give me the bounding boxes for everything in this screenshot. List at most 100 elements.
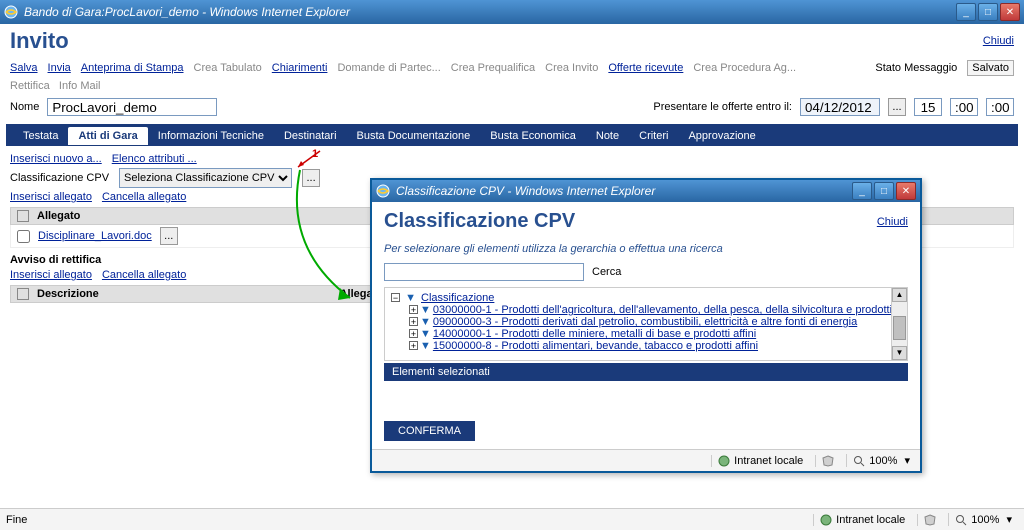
sec-input[interactable]	[986, 98, 1014, 116]
inserisci-allegato-link-2[interactable]: Inserisci allegato	[10, 269, 92, 281]
anteprima-link[interactable]: Anteprima di Stampa	[81, 62, 184, 74]
tree-item-link[interactable]: 03000000-1 - Prodotti dell'agricoltura, …	[433, 304, 908, 316]
class-cpv-select[interactable]: Seleziona Classificazione CPV	[119, 168, 292, 188]
crea-tabulato: Crea Tabulato	[194, 62, 262, 74]
globe-icon	[820, 514, 832, 526]
search-input[interactable]	[384, 263, 584, 281]
file-link[interactable]: Disciplinare_Lavori.doc	[38, 230, 152, 242]
tab-busta-economica[interactable]: Busta Economica	[480, 127, 586, 145]
salva-link[interactable]: Salva	[10, 62, 38, 74]
inserisci-allegato-link[interactable]: Inserisci allegato	[10, 191, 92, 203]
crea-prequalifica: Crea Prequalifica	[451, 62, 535, 74]
chiudi-link[interactable]: Chiudi	[983, 35, 1014, 47]
popup-close-button[interactable]: ✕	[896, 182, 916, 200]
tab-testata[interactable]: Testata	[13, 127, 68, 145]
intranet-zone: Intranet locale	[813, 514, 911, 526]
chevron-down-icon: ▼	[420, 340, 431, 352]
hour-input[interactable]	[914, 98, 942, 116]
expand-icon[interactable]: +	[409, 329, 418, 338]
chevron-down-icon: ▼	[405, 292, 416, 304]
list-icon	[17, 288, 29, 300]
descrizione-label: Descrizione	[37, 288, 332, 300]
scrollbar[interactable]: ▲ ▼	[891, 288, 907, 360]
close-button[interactable]: ✕	[1000, 3, 1020, 21]
selezionati-bar: Elementi selezionati	[384, 363, 908, 381]
protect-zone	[917, 514, 942, 526]
cancella-allegato-link[interactable]: Cancella allegato	[102, 191, 186, 203]
scroll-down-button[interactable]: ▼	[892, 346, 907, 360]
tree-box: − ▼ Classificazione +▼03000000-1 - Prodo…	[384, 287, 908, 361]
nome-label: Nome	[10, 101, 39, 113]
ie-icon	[4, 5, 18, 19]
tree-item: +▼03000000-1 - Prodotti dell'agricoltura…	[387, 304, 905, 316]
scroll-thumb[interactable]	[893, 316, 906, 340]
class-cpv-browse-button[interactable]: ...	[302, 169, 320, 187]
popup-zoom-zone[interactable]: 100% ▾	[846, 454, 916, 467]
tree-item-link[interactable]: 09000000-3 - Prodotti derivati dal petro…	[433, 316, 857, 328]
popup-title: Classificazione CPV	[384, 210, 575, 233]
minimize-button[interactable]: _	[956, 3, 976, 21]
status-fine: Fine	[6, 514, 27, 526]
file-browse-button[interactable]: ...	[160, 227, 178, 245]
main-titlebar: Bando di Gara:ProcLavori_demo - Windows …	[0, 0, 1024, 24]
popup-hint: Per selezionare gli elementi utilizza la…	[384, 243, 908, 255]
elenco-attributi-link[interactable]: Elenco attributi ...	[112, 153, 197, 165]
list-icon	[17, 210, 29, 222]
allegato-label: Allegato	[37, 210, 80, 222]
cerca-link[interactable]: Cerca	[592, 266, 621, 278]
expand-icon[interactable]: +	[409, 305, 418, 314]
popup-protect-zone	[815, 455, 840, 467]
maximize-button[interactable]: □	[978, 3, 998, 21]
info-mail: Info Mail	[59, 80, 101, 92]
popup-window-title: Classificazione CPV - Windows Internet E…	[396, 184, 852, 198]
expand-icon[interactable]: +	[409, 317, 418, 326]
chiarimenti-link[interactable]: Chiarimenti	[272, 62, 328, 74]
popup-titlebar: Classificazione CPV - Windows Internet E…	[372, 180, 920, 202]
shield-icon	[924, 514, 936, 526]
tree-item: +▼09000000-3 - Prodotti derivati dal pet…	[387, 316, 905, 328]
scroll-up-button[interactable]: ▲	[892, 288, 907, 302]
crea-invito: Crea Invito	[545, 62, 598, 74]
class-cpv-label: Classificazione CPV	[10, 172, 109, 184]
tab-note[interactable]: Note	[586, 127, 629, 145]
tabs-bar: TestataAtti di GaraInformazioni Tecniche…	[6, 124, 1018, 146]
popup-status-bar: Intranet locale 100% ▾	[372, 449, 920, 471]
expand-icon[interactable]: +	[409, 341, 418, 350]
collapse-icon[interactable]: −	[391, 293, 400, 302]
stato-label: Stato Messaggio	[875, 62, 957, 74]
min-input[interactable]	[950, 98, 978, 116]
inserisci-nuovo-link[interactable]: Inserisci nuovo a...	[10, 153, 102, 165]
nome-row: Nome Presentare le offerte entro il: ...	[0, 94, 1024, 120]
sub-toolbar: Rettifica Info Mail	[0, 78, 1024, 94]
tab-busta-documentazione[interactable]: Busta Documentazione	[347, 127, 481, 145]
offerte-link[interactable]: Offerte ricevute	[608, 62, 683, 74]
conferma-button[interactable]: CONFERMA	[384, 421, 475, 441]
annotation-1: 1	[312, 148, 318, 160]
popup-chiudi-link[interactable]: Chiudi	[877, 216, 908, 228]
tab-informazioni-tecniche[interactable]: Informazioni Tecniche	[148, 127, 274, 145]
descrizione-header: Descrizione Allegato	[10, 285, 390, 303]
date-picker-button[interactable]: ...	[888, 98, 906, 116]
tree-item: +▼15000000-8 - Prodotti alimentari, beva…	[387, 340, 905, 352]
tab-approvazione[interactable]: Approvazione	[678, 127, 765, 145]
tree-item-link[interactable]: 14000000-1 - Prodotti delle miniere, met…	[433, 328, 756, 340]
rettifica: Rettifica	[10, 80, 50, 92]
tab-atti-di-gara[interactable]: Atti di Gara	[68, 127, 147, 145]
shield-icon	[822, 455, 834, 467]
tab-criteri[interactable]: Criteri	[629, 127, 678, 145]
chevron-down-icon: ▼	[420, 304, 431, 316]
tab-destinatari[interactable]: Destinatari	[274, 127, 347, 145]
date-input[interactable]	[800, 98, 880, 116]
cancella-allegato-link-2[interactable]: Cancella allegato	[102, 269, 186, 281]
file-checkbox[interactable]	[17, 230, 30, 243]
tree-item-link[interactable]: 15000000-8 - Prodotti alimentari, bevand…	[433, 340, 758, 352]
popup-maximize-button[interactable]: □	[874, 182, 894, 200]
invia-link[interactable]: Invia	[48, 62, 71, 74]
ie-icon	[376, 184, 390, 198]
popup-minimize-button[interactable]: _	[852, 182, 872, 200]
tree-root[interactable]: Classificazione	[421, 292, 494, 304]
nome-input[interactable]	[47, 98, 217, 116]
zoom-zone[interactable]: 100% ▾	[948, 513, 1018, 526]
zoom-icon	[955, 514, 967, 526]
cpv-popup: Classificazione CPV - Windows Internet E…	[370, 178, 922, 473]
